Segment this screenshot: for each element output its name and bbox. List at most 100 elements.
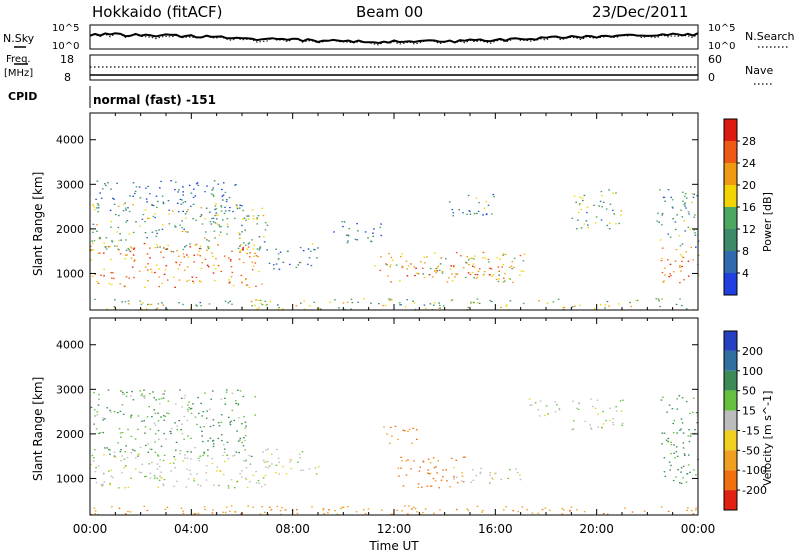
velocity-cell [206, 410, 208, 412]
velocity-cell [124, 451, 127, 453]
power-cell [261, 207, 264, 209]
power-cell [125, 249, 128, 251]
power-cell [144, 232, 147, 234]
velocity-cell [149, 477, 152, 479]
velocity-cell [95, 478, 97, 480]
power-cell [257, 256, 259, 258]
velocity-cell [223, 451, 226, 453]
velocity-cell [663, 471, 666, 473]
power-cell [206, 185, 208, 187]
velocity-cell [135, 457, 137, 459]
power-ylabel: Slant Range [km] [31, 172, 45, 276]
x-tick-label: 08:00 [275, 522, 310, 536]
power-cell [662, 281, 665, 283]
velocity-cell [673, 444, 675, 446]
velocity-cell [118, 507, 121, 509]
power-cell [103, 252, 105, 254]
velocity-cell [257, 480, 260, 482]
velocity-cell [245, 467, 248, 469]
power-cell [194, 244, 196, 246]
velocity-cell [138, 471, 141, 473]
velocity-cell [430, 485, 433, 487]
velocity-cell [265, 466, 267, 468]
power-cell [476, 274, 479, 276]
power-cell [685, 308, 688, 310]
power-cell [580, 208, 582, 211]
power-cell [683, 203, 686, 206]
power-cell [263, 241, 266, 243]
velocity-cell [211, 512, 214, 514]
power-cell [213, 195, 215, 197]
power-cell [175, 181, 177, 183]
power-cell [462, 267, 465, 269]
velocity-cell [169, 430, 172, 433]
power-cell [300, 302, 302, 304]
power-cell [500, 306, 502, 309]
power-cell [601, 195, 603, 197]
velocity-cell [516, 471, 519, 474]
velocity-cell [692, 513, 695, 515]
power-cell [696, 195, 698, 197]
velocity-cell [400, 467, 402, 469]
velocity-cell [210, 398, 212, 400]
power-cell [300, 261, 302, 264]
velocity-cell [449, 486, 451, 488]
power-cell [314, 249, 316, 251]
colorbar-segment [724, 410, 737, 431]
power-cell [152, 204, 155, 207]
velocity-cell [212, 445, 215, 448]
velocity-cell [197, 457, 200, 459]
power-cell [132, 248, 135, 250]
power-cell [168, 223, 171, 225]
power-cell [243, 217, 246, 219]
power-cell [123, 285, 126, 288]
velocity-cell [554, 401, 557, 403]
velocity-cell [386, 433, 388, 435]
power-cell [670, 275, 672, 277]
power-cell [218, 226, 221, 228]
power-cell [174, 226, 177, 228]
velocity-cell [155, 399, 157, 401]
power-cell [200, 215, 203, 217]
power-cell [562, 306, 564, 308]
power-cell [664, 200, 666, 202]
velocity-cell [130, 415, 132, 417]
velocity-cell [207, 455, 209, 457]
velocity-cell [315, 473, 318, 475]
power-cell [491, 213, 493, 215]
power-cell [192, 280, 194, 282]
power-cell [117, 226, 120, 229]
power-cell [166, 308, 168, 310]
power-cell [661, 257, 663, 260]
power-cell [264, 222, 267, 224]
velocity-cell [367, 508, 370, 510]
velocity-cell [301, 451, 304, 453]
velocity-cell [201, 435, 203, 437]
power-cell [697, 274, 700, 276]
velocity-cell [296, 512, 299, 515]
power-cell [680, 209, 682, 211]
velocity-cell [94, 415, 96, 417]
power-cell [228, 257, 230, 259]
velocity-cell [120, 436, 122, 438]
power-cell [186, 211, 188, 213]
velocity-cell [143, 505, 146, 507]
power-cell [469, 273, 472, 276]
power-cell [161, 195, 164, 197]
power-cell [504, 253, 507, 256]
power-cell [451, 208, 453, 211]
power-cell [425, 307, 427, 310]
power-cell [448, 277, 450, 279]
velocity-cell [342, 506, 345, 508]
velocity-cell [113, 451, 116, 453]
power-cell [509, 278, 512, 280]
velocity-cell [94, 513, 96, 515]
velocity-cell [194, 416, 197, 418]
power-cell [212, 187, 215, 189]
power-cell [240, 274, 243, 277]
velocity-cell [602, 423, 605, 425]
power-cell [277, 308, 279, 310]
power-cell [182, 194, 184, 196]
velocity-cell [509, 468, 511, 471]
